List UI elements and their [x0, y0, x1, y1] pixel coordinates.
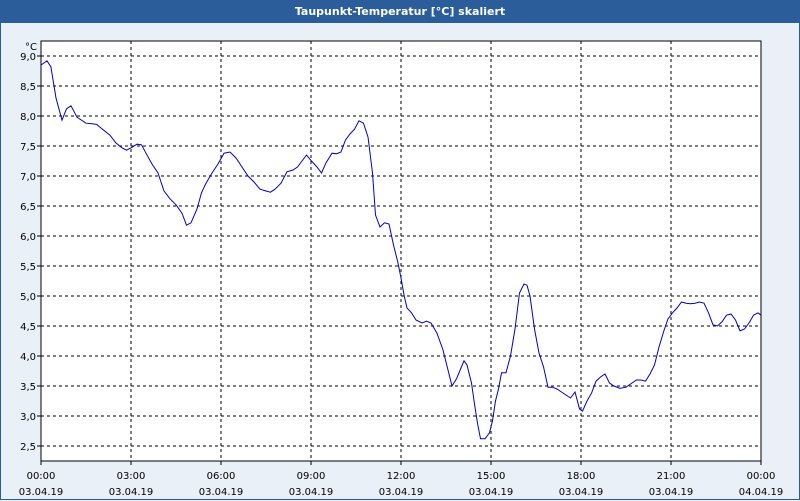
- y-tick-label: 3,5: [20, 382, 36, 393]
- y-tick-label: 8,5: [20, 82, 36, 93]
- series-group: [40, 60, 762, 440]
- x-tick-date-label: 03.04.19: [559, 487, 604, 498]
- x-tick-date-label: 03.04.19: [289, 487, 334, 498]
- x-tick-time-label: 06:00: [207, 471, 236, 482]
- x-tick-time-label: 09:00: [297, 471, 326, 482]
- grid-lines: [41, 41, 761, 461]
- y-axis-unit-label: °C: [25, 42, 37, 53]
- x-tick-time-label: 12:00: [387, 471, 416, 482]
- y-tick-label: 5,0: [20, 292, 36, 303]
- x-tick-date-label: 03.04.19: [469, 487, 514, 498]
- y-tick-label: 2,5: [20, 442, 36, 453]
- y-tick-label: 3,0: [20, 412, 36, 423]
- y-tick-label: 9,0: [20, 52, 36, 63]
- x-axis-ticks: 00:00 03.04.19 03:00 03.04.19 06:00 03.04.19 0…: [19, 461, 784, 498]
- y-tick-label: 8,0: [20, 112, 36, 123]
- x-tick-date-label: 03.04.19: [199, 487, 244, 498]
- series-line: [40, 60, 762, 440]
- y-tick-label: 4,0: [20, 352, 36, 363]
- x-tick-time-label: 03:00: [117, 471, 146, 482]
- x-tick-date-label: 03.04.19: [379, 487, 424, 498]
- y-tick-label: 5,5: [20, 262, 36, 273]
- x-tick-time-label: 00:00: [747, 471, 776, 482]
- y-tick-label: 6,5: [20, 202, 36, 213]
- y-tick-label: 7,5: [20, 142, 36, 153]
- x-tick-time-label: 15:00: [477, 471, 506, 482]
- x-tick-time-label: 18:00: [567, 471, 596, 482]
- x-tick-date-label: 03.04.19: [109, 487, 154, 498]
- chart-title: Taupunkt-Temperatur [°C] skaliert: [1, 1, 799, 23]
- x-tick-time-label: 21:00: [657, 471, 686, 482]
- y-tick-label: 7,0: [20, 172, 36, 183]
- x-tick-time-label: 00:00: [27, 471, 56, 482]
- y-axis-ticks: 2,5 3,0 3,5 4,0 4,5 5,0 5,5 6,0 6,5 7,0 7,5 8,0 8,5 9…: [20, 52, 41, 453]
- x-tick-date-label: 04.04.19: [739, 487, 784, 498]
- x-tick-date-label: 03.04.19: [649, 487, 694, 498]
- y-tick-label: 4,5: [20, 322, 36, 333]
- x-tick-date-label: 03.04.19: [19, 487, 64, 498]
- y-tick-label: 6,0: [20, 232, 36, 243]
